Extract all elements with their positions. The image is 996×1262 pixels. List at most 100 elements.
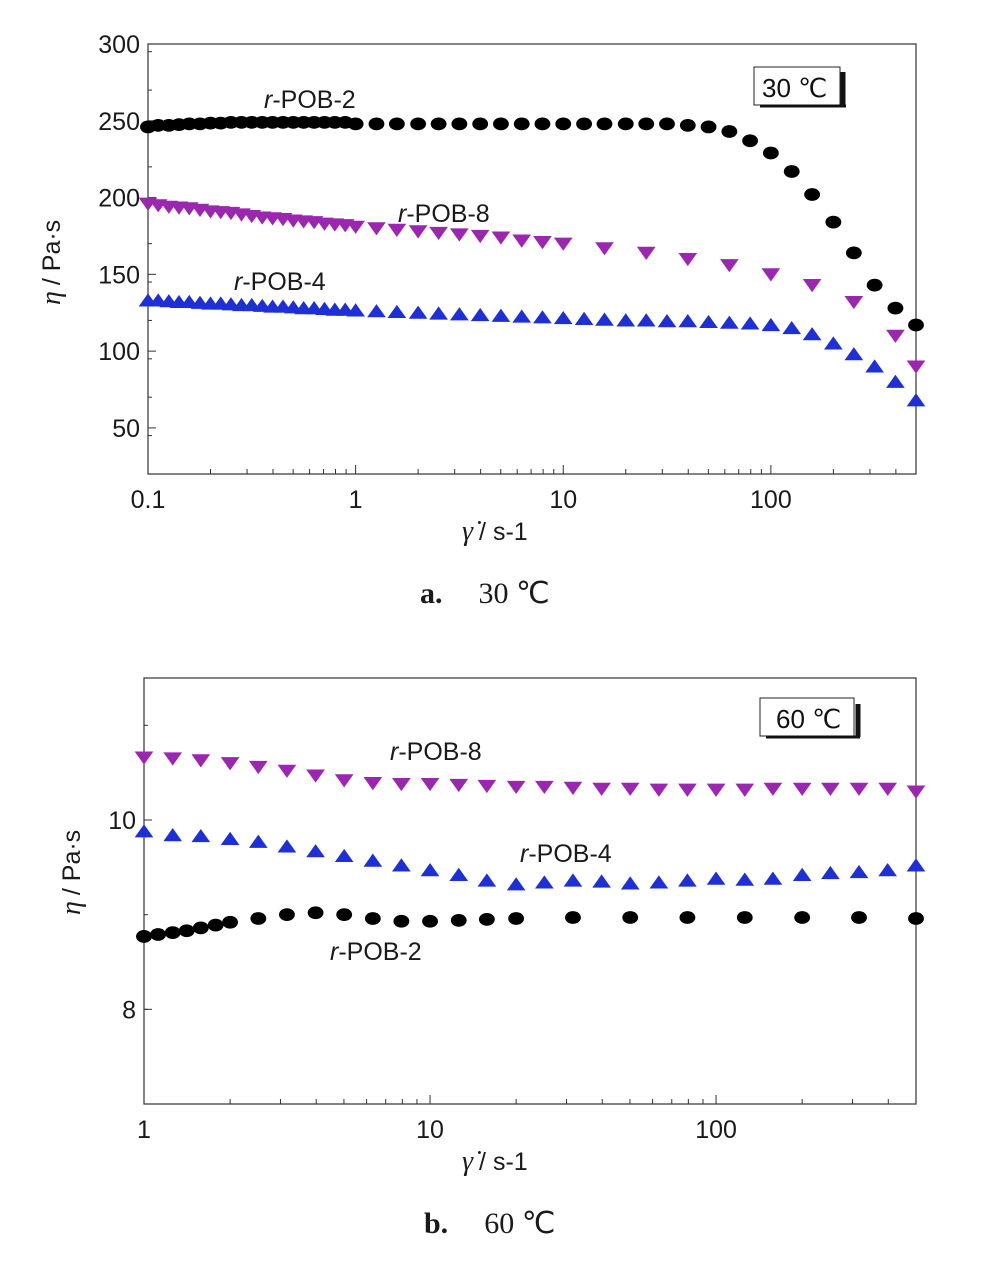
panel-b-data-point bbox=[363, 853, 383, 867]
panel-a-data-point bbox=[533, 310, 552, 324]
panel-a-data-point bbox=[742, 134, 758, 148]
panel-a-x-tick-label: 0.1 bbox=[131, 486, 166, 514]
panel-a-data-point bbox=[678, 252, 698, 267]
panel-b-data-point bbox=[449, 778, 469, 793]
panel-b-temperature-box: 60 ℃ bbox=[759, 697, 861, 739]
panel-b-data-point bbox=[506, 780, 526, 795]
panel-a-data-point bbox=[865, 359, 884, 373]
panel-b-data-point bbox=[706, 783, 726, 797]
panel-a-data-point bbox=[470, 229, 490, 244]
panel-b-data-point bbox=[306, 844, 325, 858]
panel-b-data-point bbox=[150, 928, 166, 941]
panel-b-data-point bbox=[248, 760, 268, 775]
panel-b-data-point bbox=[649, 783, 669, 797]
panel-b-y-axis: 8 10 bbox=[108, 724, 152, 1105]
panel-b-data-point bbox=[563, 781, 583, 795]
panel-b-data-point bbox=[307, 906, 324, 920]
panel-b-data-point bbox=[450, 913, 467, 927]
panel-a-data-point bbox=[450, 307, 469, 321]
panel-b-data-point bbox=[392, 777, 411, 792]
panel-a-data-point bbox=[493, 117, 509, 131]
panel-a-data-point bbox=[720, 259, 739, 273]
panel-a-label-r-pob-4: r-POB-4 bbox=[234, 268, 326, 296]
panel-a-data-point bbox=[387, 304, 407, 319]
panel-b-data-point bbox=[478, 913, 495, 926]
panel-b-series-r-pob-2 bbox=[136, 906, 924, 943]
panel-a-data-point bbox=[761, 317, 781, 332]
panel-b-label-r-pob-4: r-POB-4 bbox=[520, 840, 612, 868]
panel-b-data-point bbox=[763, 871, 783, 885]
panel-a-data-point bbox=[512, 309, 532, 323]
panel-b-data-point bbox=[334, 848, 354, 863]
panel-b-data-point bbox=[248, 834, 268, 848]
panel-b-data-point bbox=[821, 782, 840, 796]
panel-a-data-point bbox=[470, 307, 490, 322]
panel-a-x-axis-title: γ̇ / s-1 bbox=[462, 516, 528, 547]
panel-a-data-point bbox=[678, 314, 698, 328]
panel-a-data-point bbox=[595, 312, 614, 326]
panel-b-data-point bbox=[878, 863, 898, 877]
panel-a-data-point bbox=[887, 301, 904, 315]
panel-a-data-point bbox=[430, 117, 447, 131]
panel-b-data-point bbox=[649, 875, 669, 889]
panel-a-label-r-pob-8: r-POB-8 bbox=[398, 200, 490, 228]
panel-a-data-point bbox=[638, 117, 655, 131]
panel-b-data-point bbox=[792, 867, 812, 881]
panel-a-data-point bbox=[699, 314, 718, 329]
panel-b-data-point bbox=[535, 875, 554, 889]
panel-b-data-point bbox=[136, 930, 152, 943]
panel-b-data-point bbox=[908, 912, 924, 925]
panel-b-chart: 1 10 100 810 60 ℃ r-POB-8 r-POB-4 r-POB-2 … bbox=[56, 677, 926, 1240]
panel-a-data-point bbox=[553, 310, 573, 325]
panel-b-data-point bbox=[679, 911, 696, 924]
panel-b-data-point bbox=[192, 921, 209, 935]
panel-b-data-point bbox=[622, 911, 639, 924]
panel-a-data-point bbox=[387, 223, 407, 237]
panel-a-data-point bbox=[886, 329, 905, 343]
panel-b-data-point bbox=[306, 769, 325, 783]
panel-b-data-point bbox=[277, 764, 297, 778]
panel-b-data-point bbox=[735, 783, 755, 797]
panel-b-data-point bbox=[422, 914, 438, 928]
panel-b-data-point bbox=[178, 924, 195, 938]
panel-a-y-tick-label: 50 bbox=[112, 415, 140, 443]
panel-a-temperature-label: 30 ℃ bbox=[762, 73, 827, 103]
panel-a-data-point bbox=[908, 318, 924, 332]
panel-b-series-group bbox=[134, 751, 926, 943]
panel-b-data-point bbox=[334, 774, 354, 788]
panel-b-data-point bbox=[222, 915, 239, 929]
panel-a-data-point bbox=[636, 246, 656, 261]
panel-b-data-point bbox=[163, 752, 183, 766]
panel-a-data-point bbox=[825, 215, 842, 229]
panel-b-data-point bbox=[792, 782, 812, 796]
panel-b-data-point bbox=[592, 782, 611, 796]
panel-b-y-axis-title: η/ Pa·s bbox=[56, 830, 87, 915]
panel-b-data-point bbox=[449, 867, 469, 881]
panel-b-data-point bbox=[678, 873, 697, 887]
panel-a-y-tick-label: 250 bbox=[98, 108, 140, 136]
panel-a-data-point bbox=[700, 120, 717, 134]
panel-b-data-point bbox=[191, 828, 211, 843]
panel-b-data-point bbox=[506, 877, 526, 891]
panel-a-data-point bbox=[636, 313, 656, 327]
panel-a-data-point bbox=[346, 220, 365, 234]
panel-b-data-point bbox=[164, 926, 181, 940]
panel-b-series-r-pob-4 bbox=[134, 824, 926, 891]
panel-a-caption: a. 30 ℃ bbox=[420, 577, 550, 610]
panel-b-data-point bbox=[250, 912, 267, 925]
panel-b-data-point bbox=[163, 827, 183, 842]
panel-b-data-point bbox=[277, 839, 297, 853]
panel-a-y-tick-label: 150 bbox=[98, 261, 140, 289]
panel-b-data-point bbox=[207, 918, 224, 932]
panel-a-data-point bbox=[804, 188, 821, 201]
panel-a-data-point bbox=[845, 246, 862, 260]
panel-a-data-point bbox=[555, 117, 572, 131]
panel-b-plot-frame bbox=[143, 677, 917, 1105]
panel-a-data-point bbox=[429, 226, 448, 241]
panel-a-y-axis: 50 100 150 200 250 300 bbox=[98, 31, 156, 475]
panel-b-data-point bbox=[220, 757, 240, 771]
panel-b-data-point bbox=[420, 863, 440, 877]
panel-a-x-tick-label: 10 bbox=[549, 486, 577, 514]
panel-a-data-point bbox=[491, 308, 511, 322]
